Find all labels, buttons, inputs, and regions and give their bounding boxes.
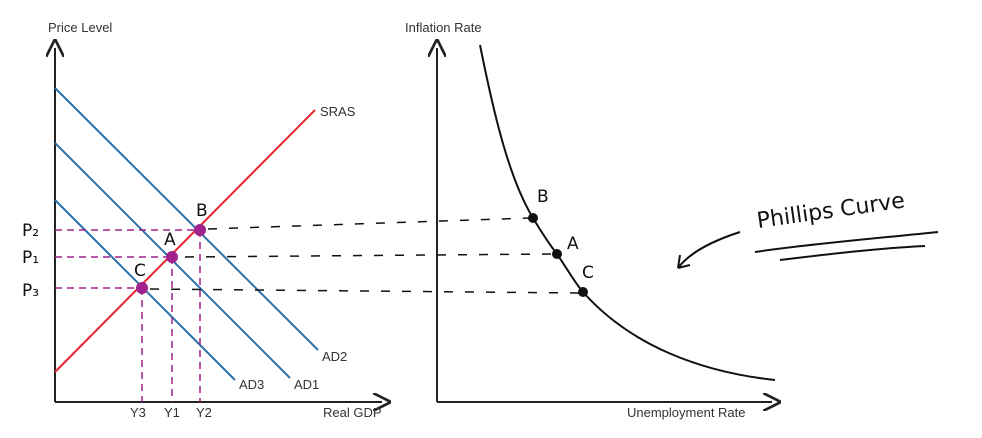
point-label: B	[196, 201, 208, 221]
curve-label: AD3	[239, 377, 264, 392]
point-label: A	[567, 234, 579, 254]
equilibrium-points	[136, 224, 206, 294]
point-label: A	[164, 230, 176, 250]
axis-label: Real GDP	[323, 405, 382, 420]
axis-label: Inflation Rate	[405, 20, 482, 35]
point-label: C	[582, 263, 594, 283]
underline	[754, 231, 939, 261]
output-label: Y2	[196, 405, 212, 420]
curve-label: Phillips Curve	[755, 188, 906, 233]
curve-label: AD2	[322, 349, 347, 364]
connector-lines	[149, 217, 581, 294]
axis-label: Unemployment Rate	[627, 405, 746, 420]
output-label: Y3	[130, 405, 146, 420]
ad2-curve	[54, 87, 319, 351]
phillips-curve	[479, 44, 776, 381]
curve-label: AD1	[294, 377, 319, 392]
point-label: C	[134, 261, 146, 281]
curve-points	[528, 213, 588, 297]
axis-label: Price Level	[48, 20, 112, 35]
point-label: B	[537, 187, 549, 207]
output-label: Y1	[164, 405, 180, 420]
price-label: P₁	[22, 248, 39, 268]
sras-curve	[54, 109, 316, 373]
price-label: P₃	[22, 281, 39, 301]
guide-lines	[55, 229, 201, 402]
curve-label: SRAS	[320, 104, 356, 119]
arrow	[677, 231, 741, 269]
price-label: P₂	[22, 221, 39, 241]
